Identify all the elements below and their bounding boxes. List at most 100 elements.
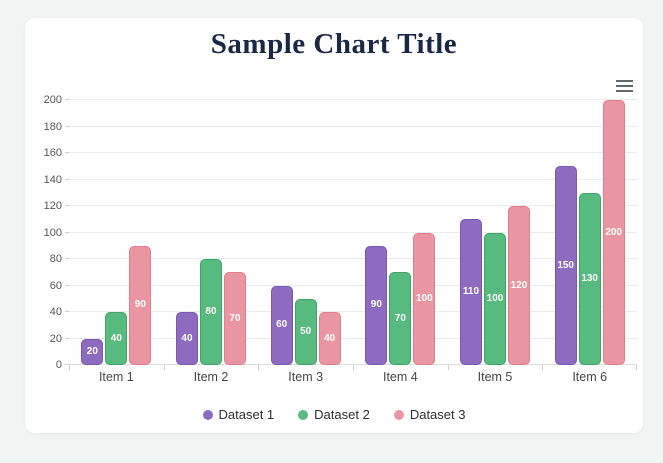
bar-value-label: 60 <box>276 319 288 331</box>
bar-group-item-3: 60 50 40 <box>258 100 353 365</box>
legend-swatch-icon <box>202 409 213 420</box>
x-category-label: Item 4 <box>382 370 418 384</box>
legend-label: Dataset 1 <box>218 407 275 422</box>
gridline <box>69 258 637 259</box>
x-axis-line <box>69 364 637 365</box>
x-axis-tick <box>69 365 70 370</box>
legend-item-dataset-3[interactable]: Dataset 3 <box>393 407 466 422</box>
bar-value-label: 110 <box>462 286 480 298</box>
legend-swatch-icon <box>393 409 404 420</box>
x-category-label: Item 3 <box>288 370 324 384</box>
y-axis-tick <box>65 178 69 180</box>
chart-title: Sample Chart Title <box>210 28 458 60</box>
y-axis-tick <box>65 337 69 339</box>
legend-swatch-icon <box>298 409 309 420</box>
y-tick-label: 180 <box>43 120 62 133</box>
bar-dataset-2-item-1[interactable]: 40 <box>105 312 128 365</box>
bar-value-label: 120 <box>510 279 528 291</box>
x-category-label: Item 5 <box>477 370 513 384</box>
bar-dataset-3-item-4[interactable]: 100 <box>413 232 436 365</box>
x-axis-tick <box>258 365 260 370</box>
gridline <box>69 311 637 312</box>
y-axis-tick <box>65 311 69 312</box>
bar-group-item-1: 20 40 90 <box>69 100 164 365</box>
y-axis-tick <box>65 258 69 259</box>
bar-dataset-1-item-5[interactable]: 110 <box>459 219 482 365</box>
y-tick-label: 60 <box>49 279 62 292</box>
plot-area: 20 40 90 40 80 70 60 50 40 90 70 100 110 100 120 150 130… <box>65 99 637 370</box>
bar-dataset-2-item-2[interactable]: 80 <box>199 259 222 365</box>
bar-value-label: 20 <box>86 345 98 357</box>
y-axis-tick <box>65 99 69 100</box>
bar-value-label: 90 <box>370 299 382 311</box>
bar-value-label: 200 <box>605 226 622 238</box>
legend-label: Dataset 3 <box>409 407 466 422</box>
y-tick-label: 140 <box>43 173 62 186</box>
y-tick-label: 80 <box>49 253 62 265</box>
hamburger-menu-icon <box>616 79 633 83</box>
y-tick-label: 40 <box>49 306 62 318</box>
legend: Dataset 1 Dataset 2 Dataset 3 <box>25 407 643 422</box>
bar-dataset-1-item-4[interactable]: 90 <box>365 245 388 365</box>
bar-dataset-3-item-5[interactable]: 120 <box>507 206 530 365</box>
bar-dataset-2-item-3[interactable]: 50 <box>294 298 317 365</box>
bar-dataset-2-item-4[interactable]: 70 <box>389 272 412 365</box>
bar-group-item-6: 150 130 200 <box>542 100 637 365</box>
x-axis-tick <box>163 365 165 370</box>
bar-dataset-3-item-3[interactable]: 40 <box>318 312 341 365</box>
bar-group-item-4: 90 70 100 <box>353 100 448 365</box>
hamburger-menu-icon <box>616 84 633 88</box>
x-category-label: Item 1 <box>98 370 134 384</box>
y-axis-tick <box>65 364 69 365</box>
legend-item-dataset-2[interactable]: Dataset 2 <box>298 407 370 422</box>
bar-value-label: 40 <box>324 332 336 344</box>
y-axis: 0 20 40 60 80 100 120 140 160 180 200 <box>25 94 62 371</box>
hamburger-menu-icon <box>616 89 633 93</box>
y-axis-tick <box>65 205 69 206</box>
legend-item-dataset-1[interactable]: Dataset 1 <box>202 407 275 422</box>
bar-value-label: 150 <box>557 259 574 271</box>
y-axis-tick <box>65 152 69 153</box>
bar-dataset-2-item-5[interactable]: 100 <box>483 232 506 365</box>
y-axis-tick <box>65 231 69 233</box>
bar-value-label: 40 <box>110 332 122 344</box>
legend-label: Dataset 2 <box>314 407 370 422</box>
bar-dataset-3-item-6[interactable]: 200 <box>602 100 625 365</box>
bar-dataset-1-item-3[interactable]: 60 <box>270 285 293 365</box>
x-axis-labels: Item 1 Item 2 Item 3 Item 4 Item 5 Item 6 <box>69 370 637 384</box>
bar-value-label: 90 <box>134 299 146 311</box>
x-axis-tick <box>353 365 354 370</box>
bar-dataset-1-item-1[interactable]: 20 <box>81 338 104 365</box>
gridline <box>69 152 637 153</box>
bar-value-label: 130 <box>581 272 598 284</box>
x-axis-tick <box>636 365 637 370</box>
x-axis-tick <box>542 365 544 370</box>
x-category-label: Item 6 <box>572 370 608 384</box>
y-axis-tick <box>65 125 69 127</box>
bar-value-label: 100 <box>486 292 504 304</box>
bar-dataset-3-item-1[interactable]: 90 <box>129 245 152 365</box>
y-tick-label: 160 <box>43 147 62 159</box>
y-axis-tick <box>65 284 69 286</box>
bar-dataset-3-item-2[interactable]: 70 <box>223 272 246 365</box>
bar-dataset-1-item-2[interactable]: 40 <box>175 312 198 365</box>
bar-dataset-2-item-6[interactable]: 130 <box>578 192 601 365</box>
gridline <box>69 205 637 206</box>
bar-group-item-5: 110 100 120 <box>448 100 543 365</box>
bar-group-item-2: 40 80 70 <box>164 100 259 365</box>
bar-value-label: 40 <box>181 332 193 344</box>
gridline <box>69 284 637 286</box>
x-category-label: Item 2 <box>193 370 229 384</box>
y-tick-label: 100 <box>43 226 62 239</box>
y-tick-label: 20 <box>49 332 62 345</box>
bar-value-label: 100 <box>415 292 433 304</box>
bar-value-label: 70 <box>394 312 406 324</box>
gridline <box>69 178 637 180</box>
chart-menu-button[interactable] <box>614 77 636 95</box>
gridline <box>69 337 637 339</box>
bar-value-label: 50 <box>300 325 312 337</box>
gridline <box>69 99 637 100</box>
bar-dataset-1-item-6[interactable]: 150 <box>554 166 577 365</box>
y-tick-label: 120 <box>43 200 62 212</box>
